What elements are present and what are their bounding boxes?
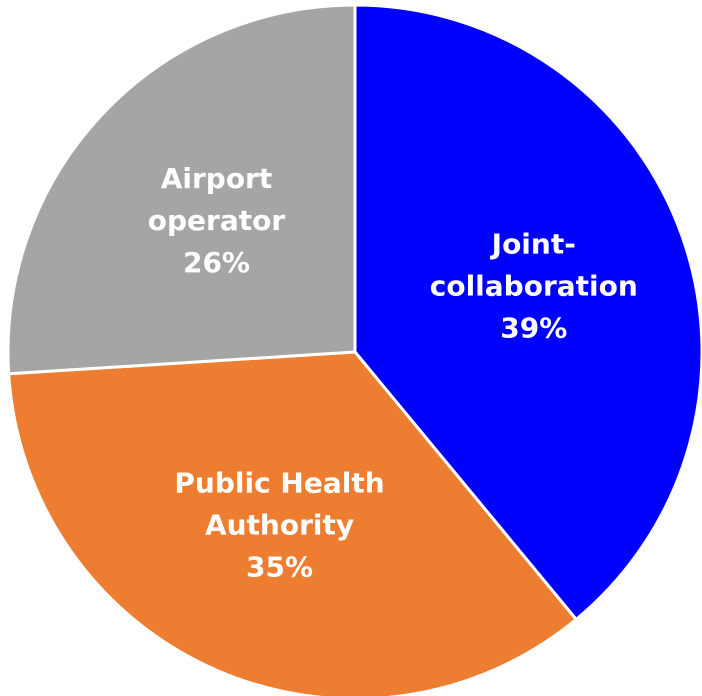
value-label: 35% — [246, 550, 313, 583]
value-label: 26% — [183, 246, 250, 279]
pie-slice — [6, 3, 357, 376]
slice-label: Airport operator — [148, 162, 286, 237]
value-label: 39% — [500, 312, 567, 345]
slice-label-line: collaboration — [430, 270, 638, 303]
slice-label: Joint-collaboration — [430, 228, 638, 303]
slice-label-line: Airport — [161, 162, 273, 195]
pie-slice — [353, 3, 702, 622]
slice-label-line: Joint- — [490, 228, 576, 261]
slice-label-line: Authority — [205, 508, 354, 541]
slice-label-line: operator — [148, 204, 286, 237]
slice-label-line: Public Health — [174, 466, 384, 499]
pie-slice — [7, 350, 579, 696]
slice-label: Public Health Authority — [174, 466, 384, 541]
